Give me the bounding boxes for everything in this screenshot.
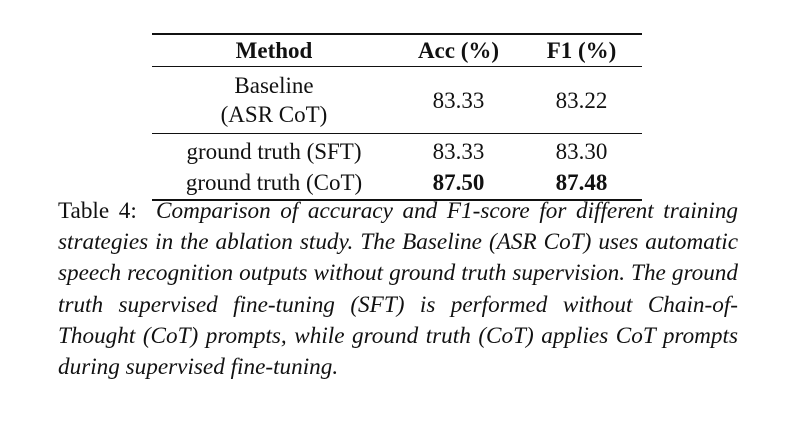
cell-f1-sft: 83.30 [555, 138, 608, 164]
table-row-cot: ground truth (CoT) 87.50 87.48 [152, 167, 642, 201]
header-f1: F1 (%) [521, 33, 642, 67]
table-row-sft: ground truth (SFT) 83.33 83.30 [152, 134, 642, 168]
header-method: Method [152, 33, 396, 67]
cell-acc-cot: 87.50 [396, 167, 521, 201]
cell-method-cot: ground truth (CoT) [152, 167, 396, 201]
cell-method-baseline: Baseline (ASR CoT) [152, 66, 396, 134]
cell-acc-sft: 83.33 [432, 138, 485, 164]
table-row-baseline: Baseline (ASR CoT) 83.33 83.22 [152, 66, 642, 134]
caption-label: Table 4: [58, 198, 137, 224]
table-header-row: Method Acc (%) F1 (%) [152, 33, 642, 67]
baseline-name-line1: Baseline [234, 73, 314, 98]
caption-text: Comparison of accuracy and F1-score for … [58, 198, 739, 381]
cell-f1-baseline: 83.22 [521, 66, 642, 134]
table-caption: Table 4: Comparison of accuracy and F1-s… [58, 196, 738, 383]
cell-acc-baseline: 83.33 [396, 66, 521, 134]
header-acc: Acc (%) [396, 33, 521, 67]
cell-method-sft: ground truth (SFT) [186, 138, 362, 164]
results-table-container: Method Acc (%) F1 (%) Baseline (ASR CoT)… [152, 33, 642, 201]
cell-f1-cot: 87.48 [521, 167, 642, 201]
results-table: Method Acc (%) F1 (%) Baseline (ASR CoT)… [152, 33, 642, 201]
baseline-name-line2: (ASR CoT) [220, 102, 328, 127]
